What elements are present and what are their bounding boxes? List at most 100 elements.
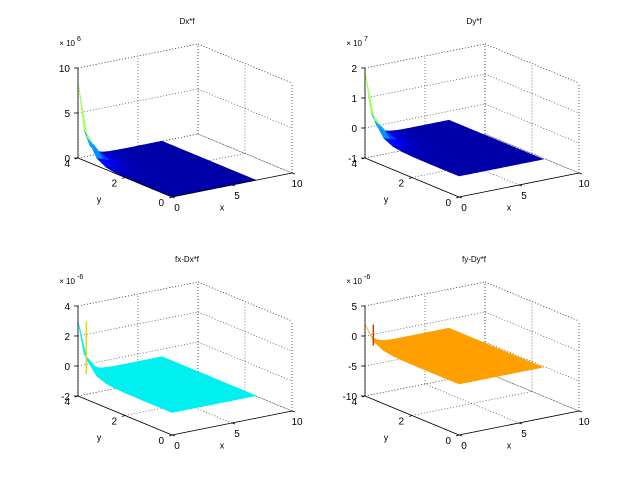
x-tick [458, 434, 463, 437]
surface-patch [364, 70, 381, 126]
exponent-value: 7 [364, 36, 368, 43]
x-axis-label: x [220, 440, 225, 450]
x-tick [518, 184, 523, 187]
y-tick-label: 0 [445, 198, 451, 209]
z-tick-label: 2 [64, 332, 70, 343]
exponent-value: -6 [77, 274, 83, 281]
x-tick [171, 434, 176, 437]
y-tick-label: 0 [158, 198, 164, 209]
x-tick-label: 5 [521, 191, 527, 202]
z-tick-label: -5 [348, 362, 357, 373]
z-tick-label: -10 [343, 392, 358, 403]
exponent-multiplier: × 10 [59, 39, 75, 48]
x-tick-label: 0 [461, 441, 467, 452]
z-tick-label: 1 [351, 94, 357, 105]
y-tick [455, 434, 460, 437]
subplot-2: 0 5 10 0 2 4-1 0 1 2 x y × 10 7 Dy*f [346, 17, 590, 214]
y-axis-label: y [384, 195, 389, 205]
exponent-value: 6 [77, 36, 81, 43]
subplot-title: Dy*f [466, 17, 482, 26]
x-tick-label: 5 [234, 191, 240, 202]
x-tick-label: 10 [291, 179, 303, 190]
z-tick-label: 2 [351, 64, 357, 75]
x-tick [231, 184, 236, 187]
exponent-multiplier: × 10 [59, 277, 75, 286]
x-tick-label: 0 [174, 203, 180, 214]
y-tick [121, 415, 126, 417]
grid-line-side [484, 371, 580, 412]
z-tick-label: 5 [351, 302, 357, 313]
y-axis-label: y [97, 433, 102, 443]
grid-line-side [484, 311, 580, 352]
y-tick [121, 177, 126, 179]
box-edge [197, 281, 293, 322]
y-tick-label: 4 [351, 397, 357, 408]
subplot-title: fy-Dy*f [462, 255, 487, 264]
grid-line-floor [197, 133, 293, 174]
z-tick-label: -1 [348, 154, 357, 165]
z-tick-label: 0 [351, 332, 357, 343]
exponent-multiplier: × 10 [346, 39, 362, 48]
x-axis-label: x [507, 202, 512, 212]
x-tick [518, 422, 523, 425]
surface-patch [77, 81, 94, 145]
x-tick [291, 410, 296, 413]
y-tick [168, 196, 173, 199]
y-tick-label: 2 [111, 179, 117, 190]
x-tick [578, 410, 583, 413]
x-tick-label: 10 [578, 417, 590, 428]
z-tick-label: 4 [64, 302, 70, 313]
y-tick-label: 2 [398, 179, 404, 190]
y-tick [168, 434, 173, 437]
grid-line-side [197, 341, 293, 382]
x-tick-label: 0 [461, 203, 467, 214]
grid-line-floor [484, 371, 580, 412]
grid-line-side [484, 341, 580, 382]
y-tick-label: 2 [398, 417, 404, 428]
subplot-title: fx-Dx*f [175, 255, 200, 264]
grid-line-side [197, 371, 293, 412]
x-tick-label: 10 [578, 179, 590, 190]
box-edge [484, 281, 580, 322]
surface-patch [364, 323, 381, 344]
z-tick-label: 10 [59, 64, 71, 75]
x-tick-label: 5 [521, 429, 527, 440]
x-tick [231, 422, 236, 425]
x-tick [291, 172, 296, 175]
exponent-value: -6 [364, 274, 370, 281]
y-axis-label: y [97, 195, 102, 205]
subplot-title: Dx*f [179, 17, 195, 26]
x-axis-label: x [507, 440, 512, 450]
y-axis-label: y [384, 433, 389, 443]
grid-line-side [197, 311, 293, 352]
y-tick-label: 0 [445, 436, 451, 447]
y-tick-label: 2 [111, 417, 117, 428]
z-tick-label: 0 [351, 124, 357, 135]
z-tick-label: -2 [61, 392, 70, 403]
grid-line-side [197, 88, 293, 129]
y-tick-label: 4 [351, 159, 357, 170]
x-tick-label: 10 [291, 417, 303, 428]
surface-patch [77, 320, 94, 366]
y-tick [455, 196, 460, 199]
box-edge [484, 43, 580, 84]
z-tick-label: 0 [64, 362, 70, 373]
y-tick-label: 0 [158, 436, 164, 447]
grid-line-floor [484, 133, 580, 174]
z-tick-label: 0 [64, 154, 70, 165]
x-tick [458, 196, 463, 199]
grid-line-side [484, 133, 580, 174]
grid-line-side [197, 133, 293, 174]
y-tick [408, 177, 413, 179]
grid-line-floor [424, 383, 520, 424]
grid-line-side [484, 103, 580, 144]
z-tick-label: 5 [64, 109, 70, 120]
box-edge [197, 43, 293, 84]
grid-line-side [484, 73, 580, 114]
x-tick-label: 0 [174, 441, 180, 452]
y-tick [408, 415, 413, 417]
